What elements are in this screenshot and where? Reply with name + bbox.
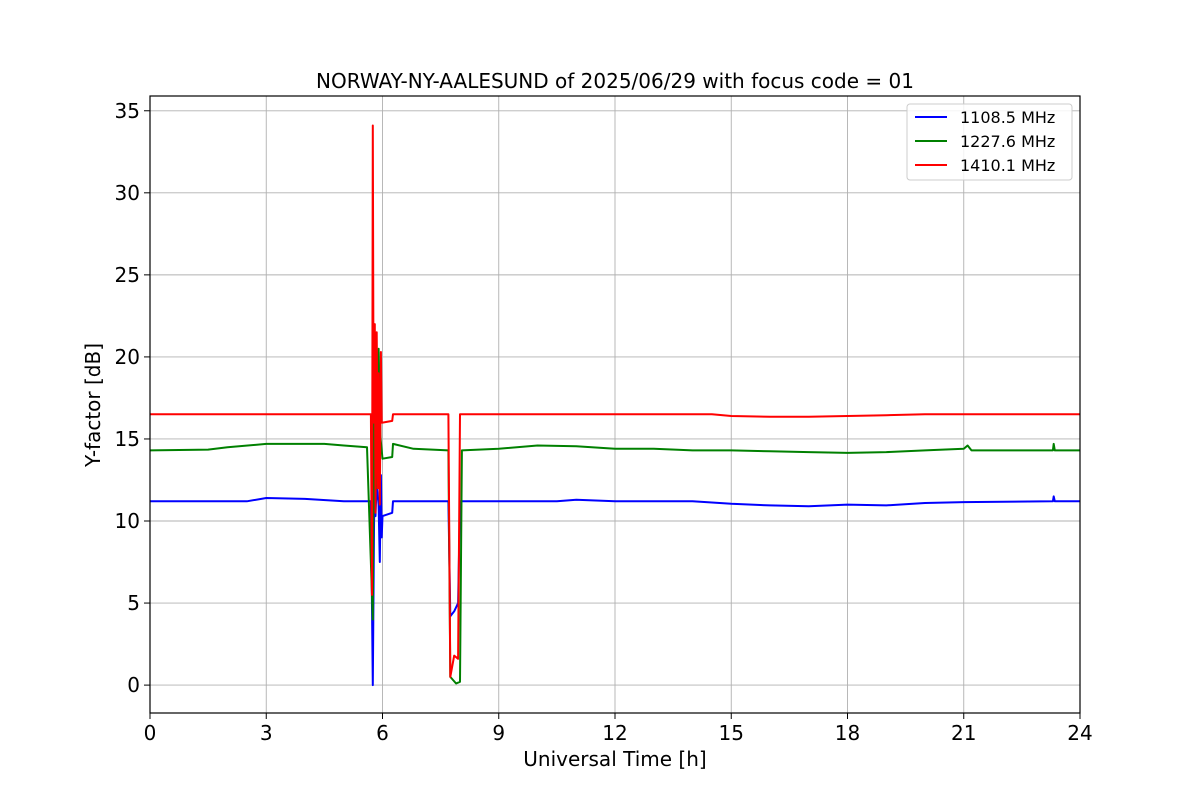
y-axis-label: Y-factor [dB] [81,343,105,468]
y-tick-label: 20 [115,345,140,369]
x-tick-label: 0 [144,721,157,745]
legend-label: 1227.6 MHz [960,132,1055,151]
x-tick-label: 24 [1067,721,1092,745]
y-tick-label: 0 [127,673,140,697]
y-tick-label: 25 [115,263,140,287]
y-tick-label: 30 [115,181,140,205]
series-layer [149,124,1080,687]
x-tick-label: 9 [492,721,505,745]
y-tick-label: 35 [115,99,140,123]
x-tick-label: 18 [835,721,860,745]
legend-box [906,103,1073,181]
y-tick-label: 10 [115,509,140,533]
x-tick-label: 6 [376,721,389,745]
legend-label: 1410.1 MHz [960,156,1055,175]
x-tick-label: 12 [602,721,627,745]
y-tick-label: 15 [115,427,140,451]
series-line-3 [150,124,1080,678]
x-axis-label: Universal Time [h] [523,747,706,771]
x-tick-label: 3 [260,721,273,745]
tick-layer: 0 3 6 9 12 15 18 21 24 0 5 10 15 20 25 30 35 [115,99,1093,745]
x-tick-label: 15 [719,721,744,745]
legend-label: 1108.5 MHz [960,108,1055,127]
x-tick-label: 21 [951,721,976,745]
chart-title: NORWAY-NY-AALESUND of 2025/06/29 with fo… [316,69,914,93]
y-tick-label: 5 [127,591,140,615]
legend: 1108.5 MHz 1227.6 MHz 1410.1 MHz [906,103,1073,181]
